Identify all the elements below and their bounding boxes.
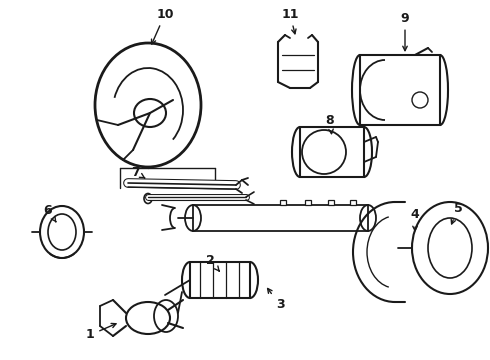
Bar [360, 55, 440, 125]
Bar [305, 200, 311, 205]
Bar [350, 200, 356, 205]
Text: 4: 4 [411, 208, 419, 231]
Text: 8: 8 [326, 113, 334, 134]
Bar [280, 200, 286, 205]
Bar [300, 127, 364, 177]
Bar [328, 200, 334, 205]
Text: 6: 6 [44, 203, 56, 222]
Text: 10: 10 [151, 8, 174, 44]
Text: 7: 7 [131, 166, 145, 179]
Text: 9: 9 [401, 12, 409, 51]
Text: 3: 3 [268, 288, 284, 311]
Bar [193, 205, 368, 231]
Bar [190, 262, 250, 298]
Text: 5: 5 [451, 202, 463, 224]
Text: 1: 1 [86, 323, 116, 342]
Text: 2: 2 [206, 253, 219, 271]
Text: 11: 11 [281, 8, 299, 34]
